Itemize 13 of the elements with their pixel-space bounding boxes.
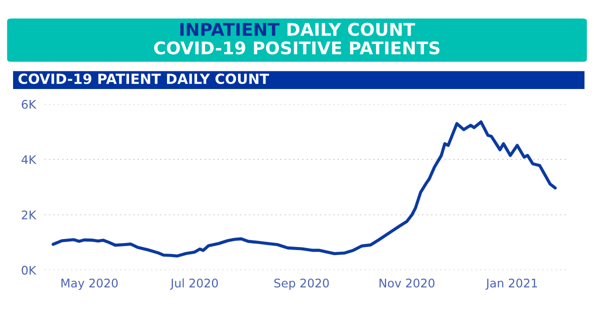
line-series bbox=[52, 120, 557, 258]
text: COVID-19 PATIENT DAILY COUNT bbox=[18, 74, 270, 84]
x-tick-label: Jul 2020 bbox=[170, 278, 218, 290]
x-tick-label: Jan 2021 bbox=[485, 278, 537, 290]
x-tick-label: May 2020 bbox=[61, 278, 118, 290]
y-tick-label: 6K bbox=[22, 100, 36, 109]
x-tick-label: Nov 2020 bbox=[380, 278, 434, 288]
y-tick-label: 2K bbox=[22, 210, 36, 220]
chart-subtitle: COVID-19 POSITIVE PATIENTS bbox=[154, 41, 440, 54]
y-tick-label: 0K bbox=[22, 266, 36, 275]
y-tick-label: 4K bbox=[22, 155, 36, 164]
x-tick-label: Sep 2020 bbox=[274, 278, 329, 290]
chart-title: INPATIENT DAILY COUNT bbox=[180, 22, 416, 36]
